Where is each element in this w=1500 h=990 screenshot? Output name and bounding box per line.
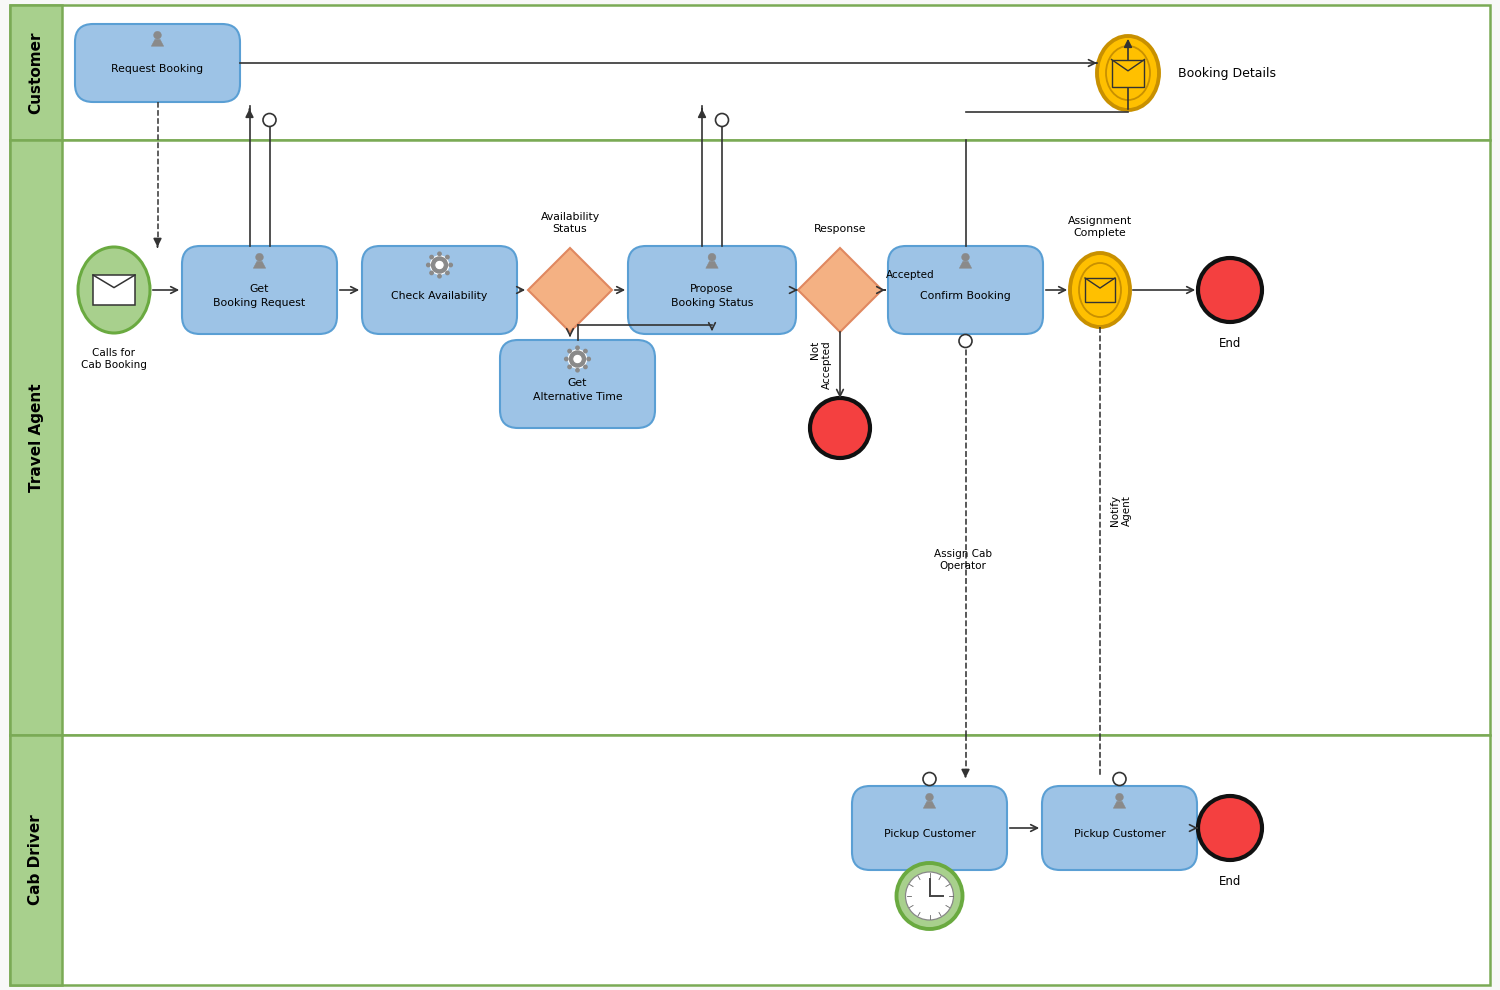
Circle shape — [922, 772, 936, 785]
Text: Pickup Customer: Pickup Customer — [884, 829, 975, 839]
Circle shape — [567, 364, 572, 369]
Circle shape — [897, 863, 963, 929]
Circle shape — [435, 260, 444, 270]
FancyBboxPatch shape — [500, 340, 656, 428]
Text: Cab Driver: Cab Driver — [28, 815, 44, 906]
Text: Propose
Booking Status: Propose Booking Status — [670, 284, 753, 308]
Circle shape — [567, 348, 572, 353]
Text: Notify
Agent: Notify Agent — [1110, 494, 1131, 526]
Circle shape — [574, 346, 580, 350]
FancyBboxPatch shape — [1042, 786, 1197, 870]
Circle shape — [962, 253, 969, 261]
Circle shape — [584, 348, 588, 353]
Text: End: End — [1220, 875, 1240, 888]
Text: Response: Response — [813, 224, 867, 234]
Circle shape — [573, 354, 582, 363]
Polygon shape — [960, 261, 972, 268]
Circle shape — [448, 262, 453, 267]
Circle shape — [586, 356, 591, 361]
Circle shape — [255, 253, 264, 261]
Polygon shape — [706, 261, 718, 268]
Text: Availability
Status: Availability Status — [540, 213, 600, 234]
Polygon shape — [924, 801, 936, 808]
Polygon shape — [528, 248, 612, 332]
FancyBboxPatch shape — [888, 246, 1042, 334]
Circle shape — [564, 356, 568, 361]
Text: Get
Booking Request: Get Booking Request — [213, 284, 306, 308]
Text: End: End — [1220, 337, 1240, 350]
Text: Accepted: Accepted — [886, 270, 934, 280]
Circle shape — [429, 270, 433, 275]
Text: Confirm Booking: Confirm Booking — [920, 291, 1011, 301]
Text: Travel Agent: Travel Agent — [28, 383, 44, 492]
Circle shape — [430, 255, 448, 274]
FancyBboxPatch shape — [852, 786, 1006, 870]
Circle shape — [1198, 258, 1262, 322]
Circle shape — [436, 274, 442, 278]
Circle shape — [1116, 793, 1124, 801]
Bar — [10, 140, 62, 735]
Ellipse shape — [78, 247, 150, 333]
Circle shape — [1113, 772, 1126, 785]
Circle shape — [426, 262, 430, 267]
Text: Pickup Customer: Pickup Customer — [1074, 829, 1166, 839]
Circle shape — [262, 114, 276, 127]
Circle shape — [958, 335, 972, 347]
Circle shape — [584, 364, 588, 369]
Polygon shape — [1112, 59, 1144, 86]
FancyBboxPatch shape — [75, 24, 240, 102]
Text: Assignment
Complete: Assignment Complete — [1068, 217, 1132, 238]
Bar — [10, 140, 1490, 735]
Text: Booking Details: Booking Details — [1178, 66, 1276, 79]
Bar — [10, 735, 1490, 985]
Circle shape — [708, 253, 716, 261]
Polygon shape — [254, 261, 266, 268]
Circle shape — [1198, 796, 1262, 860]
Circle shape — [810, 398, 870, 458]
Circle shape — [429, 254, 433, 259]
Ellipse shape — [1106, 46, 1150, 100]
Circle shape — [446, 270, 450, 275]
Text: Assign Cab
Operator: Assign Cab Operator — [933, 549, 992, 571]
Polygon shape — [798, 248, 882, 332]
FancyBboxPatch shape — [628, 246, 796, 334]
Ellipse shape — [1078, 263, 1120, 317]
Bar — [10, 735, 62, 985]
Text: Request Booking: Request Booking — [111, 64, 204, 74]
Ellipse shape — [1070, 253, 1130, 327]
Circle shape — [906, 872, 954, 920]
Polygon shape — [152, 40, 164, 47]
Circle shape — [716, 114, 729, 127]
Circle shape — [436, 251, 442, 256]
Polygon shape — [1084, 278, 1114, 302]
FancyBboxPatch shape — [182, 246, 338, 334]
FancyBboxPatch shape — [362, 246, 518, 334]
Circle shape — [153, 32, 162, 39]
Polygon shape — [93, 275, 135, 305]
Text: Get
Alternative Time: Get Alternative Time — [532, 378, 622, 402]
Text: Check Availability: Check Availability — [392, 291, 488, 301]
Text: Calls for
Cab Booking: Calls for Cab Booking — [81, 348, 147, 369]
Polygon shape — [1113, 801, 1125, 808]
Ellipse shape — [1096, 36, 1160, 110]
Circle shape — [446, 254, 450, 259]
Bar — [10, 5, 1490, 140]
Text: Not
Accepted: Not Accepted — [810, 341, 832, 389]
Bar — [10, 5, 62, 140]
Circle shape — [574, 368, 580, 372]
Circle shape — [926, 793, 933, 801]
Text: Customer: Customer — [28, 32, 44, 114]
Circle shape — [568, 349, 586, 368]
